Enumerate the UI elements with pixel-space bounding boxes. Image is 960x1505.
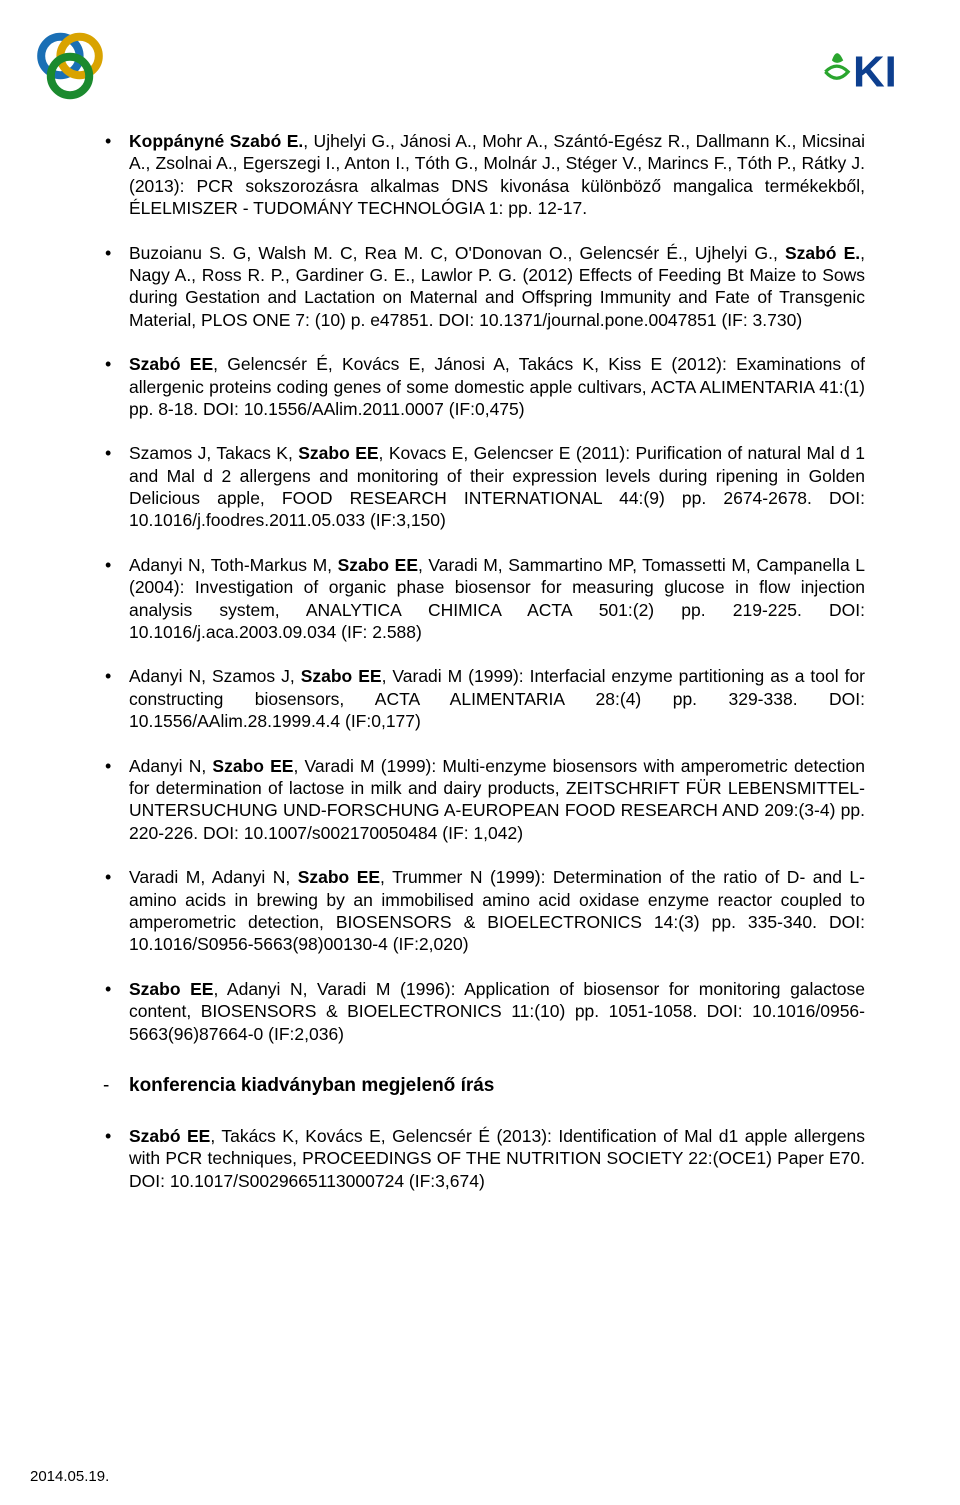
reference-item: Adanyi N, Szamos J, Szabo EE, Varadi M (… <box>95 665 865 732</box>
reference-item: Adanyi N, Szabo EE, Varadi M (1999): Mul… <box>95 755 865 845</box>
page: KI Koppányné Szabó E., Ujhelyi G., János… <box>0 0 960 1505</box>
reference-list-after-heading: Szabó EE, Takács K, Kovács E, Gelencsér … <box>95 1125 865 1192</box>
content: Koppányné Szabó E., Ujhelyi G., Jánosi A… <box>95 130 865 1192</box>
reference-item: Szabó EE, Gelencsér É, Kovács E, Jánosi … <box>95 353 865 420</box>
reference-item: Varadi M, Adanyi N, Szabo EE, Trummer N … <box>95 866 865 956</box>
section-heading: - konferencia kiadványban megjelenő írás <box>95 1075 865 1097</box>
dash-icon: - <box>103 1075 109 1097</box>
reference-list: Koppányné Szabó E., Ujhelyi G., Jánosi A… <box>95 130 865 1045</box>
logo-text: KI <box>853 47 897 96</box>
reference-item: Buzoianu S. G, Walsh M. C, Rea M. C, O'D… <box>95 242 865 332</box>
reference-item: Szamos J, Takacs K, Szabo EE, Kovacs E, … <box>95 442 865 532</box>
interlocking-rings-icon <box>30 28 110 108</box>
eki-logo-icon: KI <box>815 36 930 101</box>
reference-item: Adanyi N, Toth-Markus M, Szabo EE, Varad… <box>95 554 865 644</box>
section-heading-text: konferencia kiadványban megjelenő írás <box>129 1075 494 1096</box>
reference-item: Szabó EE, Takács K, Kovács E, Gelencsér … <box>95 1125 865 1192</box>
reference-item: Koppányné Szabó E., Ujhelyi G., Jánosi A… <box>95 130 865 220</box>
reference-item: Szabo EE, Adanyi N, Varadi M (1996): App… <box>95 978 865 1045</box>
footer-date: 2014.05.19. <box>30 1468 109 1485</box>
header-logos: KI <box>0 18 960 108</box>
